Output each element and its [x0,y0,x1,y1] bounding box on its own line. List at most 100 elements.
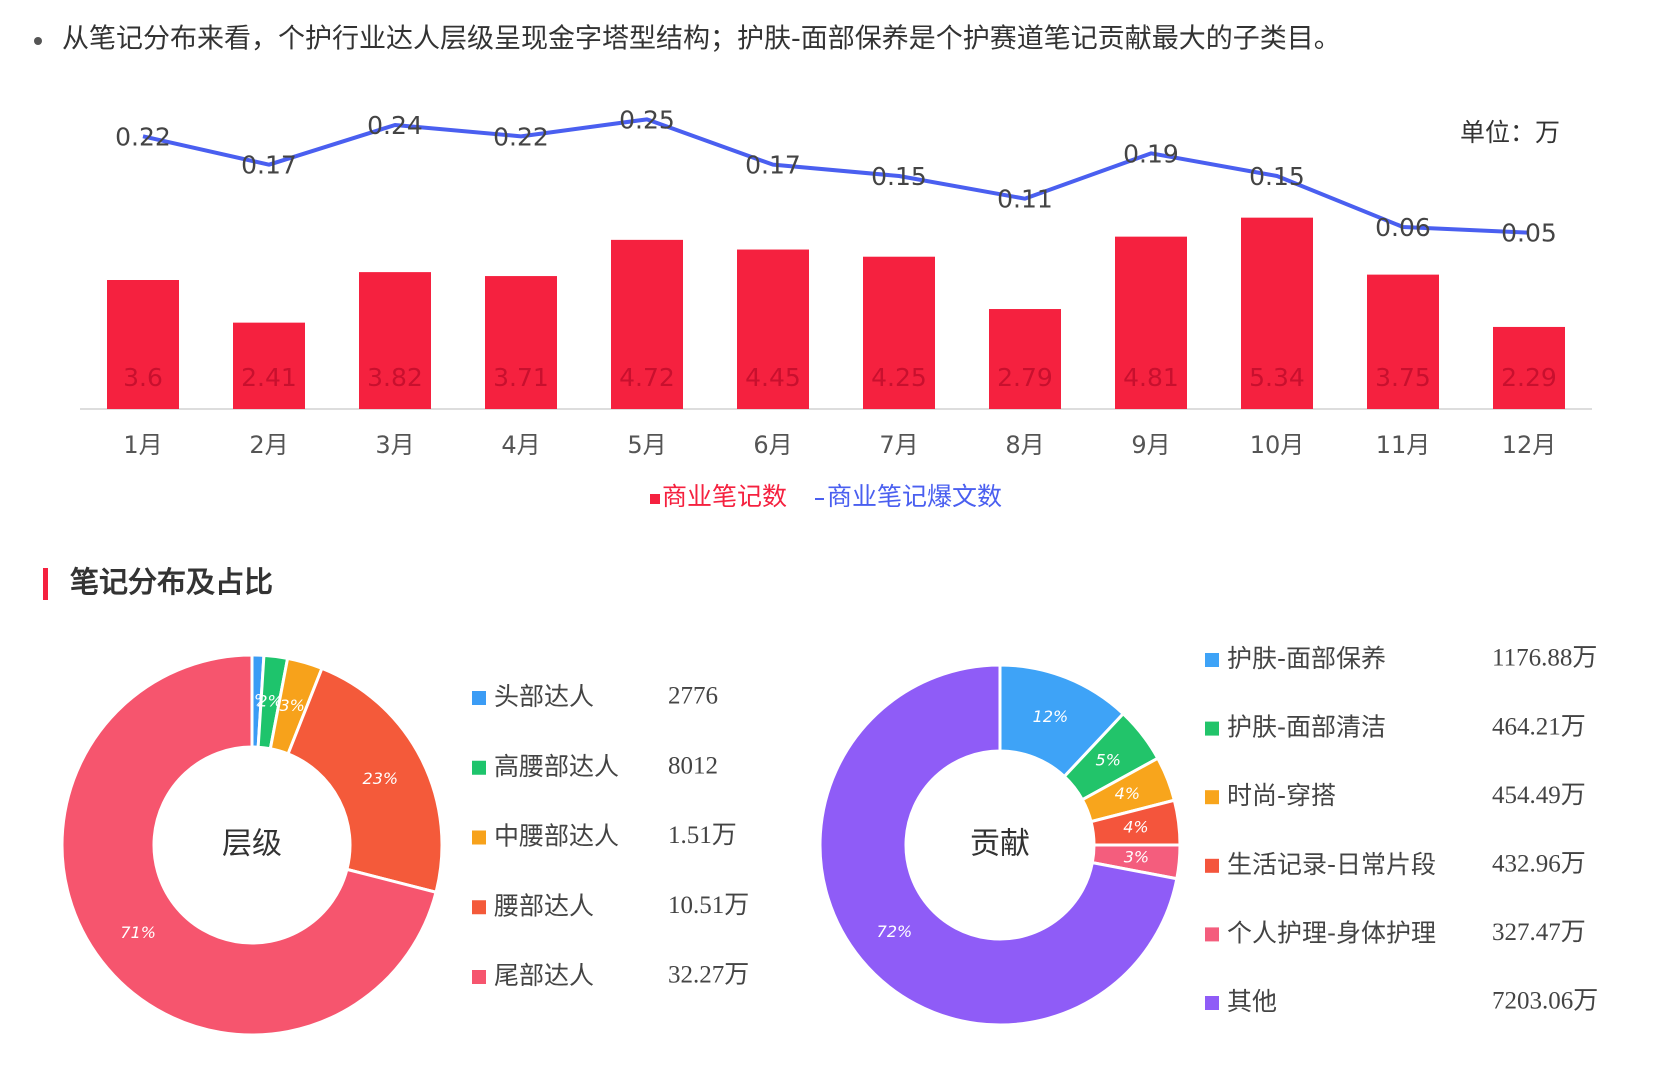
center-label: 层级 [222,827,282,862]
x-tick-label: 10月 [1250,431,1305,459]
slice-label: 4% [1123,817,1148,836]
bullet-dot [34,37,42,45]
bar [611,239,683,409]
bar-value-label: 5.34 [1249,363,1305,392]
x-tick-label: 3月 [375,431,414,459]
bar-value-label: 3.6 [123,363,163,392]
legend-marker [472,691,486,705]
section-title: 笔记分布及占比 [70,565,273,599]
bar-value-label: 3.75 [1375,363,1431,392]
bar [1493,326,1565,409]
legend-marker [650,494,660,504]
line-value-label: 0.15 [1249,162,1305,191]
legend-marker [1205,721,1219,736]
bullet-text: 从笔记分布来看，个护行业达人层级呈现金字塔型结构；护肤-面部保养是个护赛道笔记贡… [62,24,1341,55]
x-tick-label: 1月 [123,431,162,459]
line-value-label: 0.24 [367,111,423,140]
bar [1115,236,1187,409]
legend-label: 中腰部达人 [494,822,619,851]
legend-label: 其他 [1227,987,1277,1016]
bar-value-label: 3.71 [493,363,549,392]
line-value-label: 0.19 [1123,139,1179,168]
bar [1241,217,1313,409]
legend-marker [472,830,486,845]
legend-marker [472,900,486,915]
bar-value-label: 4.81 [1123,363,1179,392]
slice-label: 71% [120,923,156,942]
x-tick-label: 8月 [1005,431,1044,459]
x-tick-label: 4月 [501,431,540,459]
slice-label: 2% [257,692,282,711]
slice-label: 12% [1033,707,1069,726]
bar-value-label: 3.82 [367,363,423,392]
legend-label: 高腰部达人 [494,752,619,781]
legend-label: 个人护理-身体护理 [1227,918,1436,947]
legend-marker [472,760,486,775]
bar [863,256,935,409]
x-tick-label: 12月 [1502,431,1557,459]
line-value-label: 0.11 [997,185,1053,214]
x-tick-label: 9月 [1131,431,1170,459]
legend-marker [1205,858,1219,873]
bar [1367,274,1439,409]
x-tick-label: 2月 [249,431,288,459]
section-marker [43,568,48,600]
legend-label: 护肤-面部清洁 [1227,713,1386,742]
line-value-label: 0.06 [1375,213,1431,242]
donut-slice [818,663,1179,1027]
legend-marker [1205,927,1219,942]
legend-marker [1205,653,1219,667]
legend-value: 8012 [668,752,718,779]
slice-label: 4% [1115,784,1140,803]
bar-value-label: 4.25 [871,363,927,392]
legend-label: 时尚-穿搭 [1227,781,1336,810]
donut-slice [286,666,444,895]
legend-label: 商业笔记爆文数 [827,482,1002,511]
legend-value: 2776 [668,683,718,710]
x-tick-label: 5月 [627,431,666,459]
legend-value: 1176.88万 [1492,645,1597,672]
bar-value-label: 4.72 [619,363,675,392]
x-tick-label: 6月 [753,431,792,459]
unit-label: 单位：万 [1460,118,1560,147]
legend-label: 尾部达人 [494,961,594,990]
slice-label: 23% [363,769,399,788]
bar [485,276,557,409]
legend-value: 32.27万 [668,962,749,989]
bar-value-label: 2.41 [241,363,297,392]
legend-label: 腰部达人 [494,891,594,920]
line [142,117,1530,235]
bar-value-label: 4.45 [745,363,801,392]
line-value-label: 0.25 [619,105,675,134]
slice-label: 72% [877,922,913,941]
legend-value: 454.49万 [1492,782,1586,809]
legend-marker [472,970,486,984]
legend-value: 327.47万 [1492,919,1586,946]
line-value-label: 0.17 [745,151,801,180]
x-tick-label: 11月 [1376,431,1431,459]
legend-value: 464.21万 [1492,713,1586,740]
bar [989,309,1061,409]
bar [233,322,305,409]
legend-label: 头部达人 [494,682,594,711]
line-value-label: 0.17 [241,151,297,180]
x-tick-label: 7月 [879,431,918,459]
center-label: 贡献 [970,827,1030,862]
legend-value: 432.96万 [1492,851,1586,878]
bar [107,280,179,409]
bar [359,272,431,409]
line-value-label: 0.05 [1501,219,1557,248]
line-value-label: 0.22 [493,122,549,151]
donut-slice [60,653,438,1037]
slice-label: 3% [279,696,304,715]
legend-value: 7203.06万 [1492,988,1598,1015]
line-value-label: 0.22 [115,122,171,151]
legend-value: 1.51万 [668,822,737,849]
legend-marker [1205,790,1219,805]
legend-label: 商业笔记数 [662,482,787,511]
legend-value: 10.51万 [668,892,749,919]
line-value-label: 0.15 [871,162,927,191]
bar-value-label: 2.79 [997,363,1053,392]
bar-value-label: 2.29 [1501,363,1557,392]
slice-label: 5% [1096,751,1121,770]
